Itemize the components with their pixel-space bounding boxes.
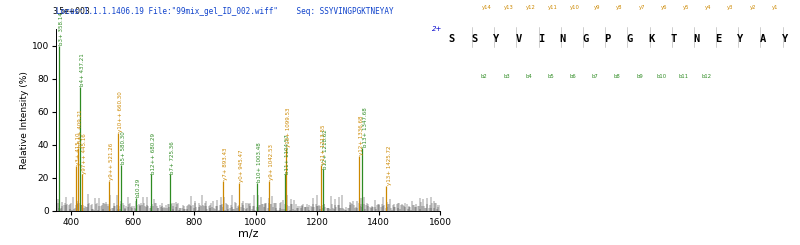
Text: b8: b8: [614, 74, 621, 78]
Text: y3: y3: [727, 5, 734, 10]
Text: b10: b10: [657, 74, 666, 78]
Text: A: A: [759, 34, 766, 44]
Text: b3+ 358.14: b3+ 358.14: [58, 12, 64, 45]
Text: 2+: 2+: [432, 26, 442, 32]
Text: y0+ 945.47: y0+ 945.47: [239, 149, 244, 182]
Text: b11+ 1104.57: b11+ 1104.57: [285, 134, 290, 174]
Text: b12+ 1218.62: b12+ 1218.62: [323, 129, 328, 169]
Text: y11+ 1213.55: y11+ 1213.55: [322, 124, 326, 164]
Text: Y: Y: [494, 34, 499, 44]
Text: b4+ 437.21: b4+ 437.21: [80, 53, 85, 86]
Text: P: P: [604, 34, 610, 44]
Text: y7+ 893.43: y7+ 893.43: [223, 148, 228, 180]
Text: Locus:1.1.1.1406.19 File:"99mix_gel_ID_002.wiff"    Seq: SSYVINGPGKTNEYAY: Locus:1.1.1.1406.19 File:"99mix_gel_ID_0…: [56, 7, 394, 16]
Text: y10+ 1099.53: y10+ 1099.53: [286, 108, 291, 147]
Text: b11: b11: [679, 74, 689, 78]
Text: y5: y5: [683, 5, 690, 10]
Text: Y: Y: [782, 34, 788, 44]
Text: y2: y2: [750, 5, 756, 10]
Text: y9: y9: [594, 5, 601, 10]
Text: G: G: [626, 34, 633, 44]
Text: T: T: [671, 34, 677, 44]
Text: I: I: [538, 34, 544, 44]
Text: y97++ 445.16: y97++ 445.16: [82, 133, 87, 174]
Text: y12+ 1336.68: y12+ 1336.68: [359, 116, 364, 156]
Text: 3.5e+003: 3.5e+003: [52, 7, 90, 16]
Text: b6: b6: [570, 74, 576, 78]
Text: N: N: [560, 34, 566, 44]
Text: y6: y6: [661, 5, 667, 10]
Text: b7+ 725.36: b7+ 725.36: [170, 141, 175, 174]
Text: b8++ 409.21: b8++ 409.21: [78, 110, 83, 147]
Text: y8: y8: [616, 5, 623, 10]
Text: b12: b12: [701, 74, 711, 78]
Text: y14: y14: [482, 5, 491, 10]
Text: y9++ 521.26: y9++ 521.26: [109, 143, 114, 180]
Text: b10.29: b10.29: [136, 177, 141, 197]
Text: N: N: [693, 34, 699, 44]
Text: y1: y1: [772, 5, 778, 10]
Text: y13: y13: [504, 5, 514, 10]
Text: b9: b9: [636, 74, 643, 78]
Text: y12: y12: [526, 5, 536, 10]
Text: V: V: [515, 34, 522, 44]
Text: b10+ 1003.48: b10+ 1003.48: [257, 142, 262, 182]
Text: K: K: [649, 34, 655, 44]
Text: S: S: [471, 34, 478, 44]
Text: y4: y4: [705, 5, 711, 10]
Text: b2: b2: [481, 74, 487, 78]
Text: E: E: [715, 34, 722, 44]
Text: Y: Y: [738, 34, 744, 44]
Text: y13+ 1425.72: y13+ 1425.72: [386, 146, 392, 185]
Text: y3+ 415.10: y3+ 415.10: [76, 133, 81, 165]
Text: b12++ 680.29: b12++ 680.29: [151, 133, 157, 174]
Text: y9+ 1042.53: y9+ 1042.53: [269, 144, 274, 180]
Text: b4: b4: [525, 74, 532, 78]
Text: y10: y10: [570, 5, 580, 10]
Text: y7: y7: [638, 5, 645, 10]
Text: G: G: [582, 34, 588, 44]
Text: y11: y11: [548, 5, 558, 10]
Text: b13+ 1347.68: b13+ 1347.68: [362, 108, 368, 147]
Text: y10++ 660.30: y10++ 660.30: [118, 92, 122, 132]
Text: S: S: [449, 34, 455, 44]
X-axis label: m/z: m/z: [238, 229, 258, 239]
Text: b3: b3: [503, 74, 510, 78]
Y-axis label: Relative Intensity (%): Relative Intensity (%): [20, 71, 29, 169]
Text: b5: b5: [547, 74, 554, 78]
Text: b5+ 580.30: b5+ 580.30: [121, 131, 126, 164]
Text: b7: b7: [592, 74, 598, 78]
